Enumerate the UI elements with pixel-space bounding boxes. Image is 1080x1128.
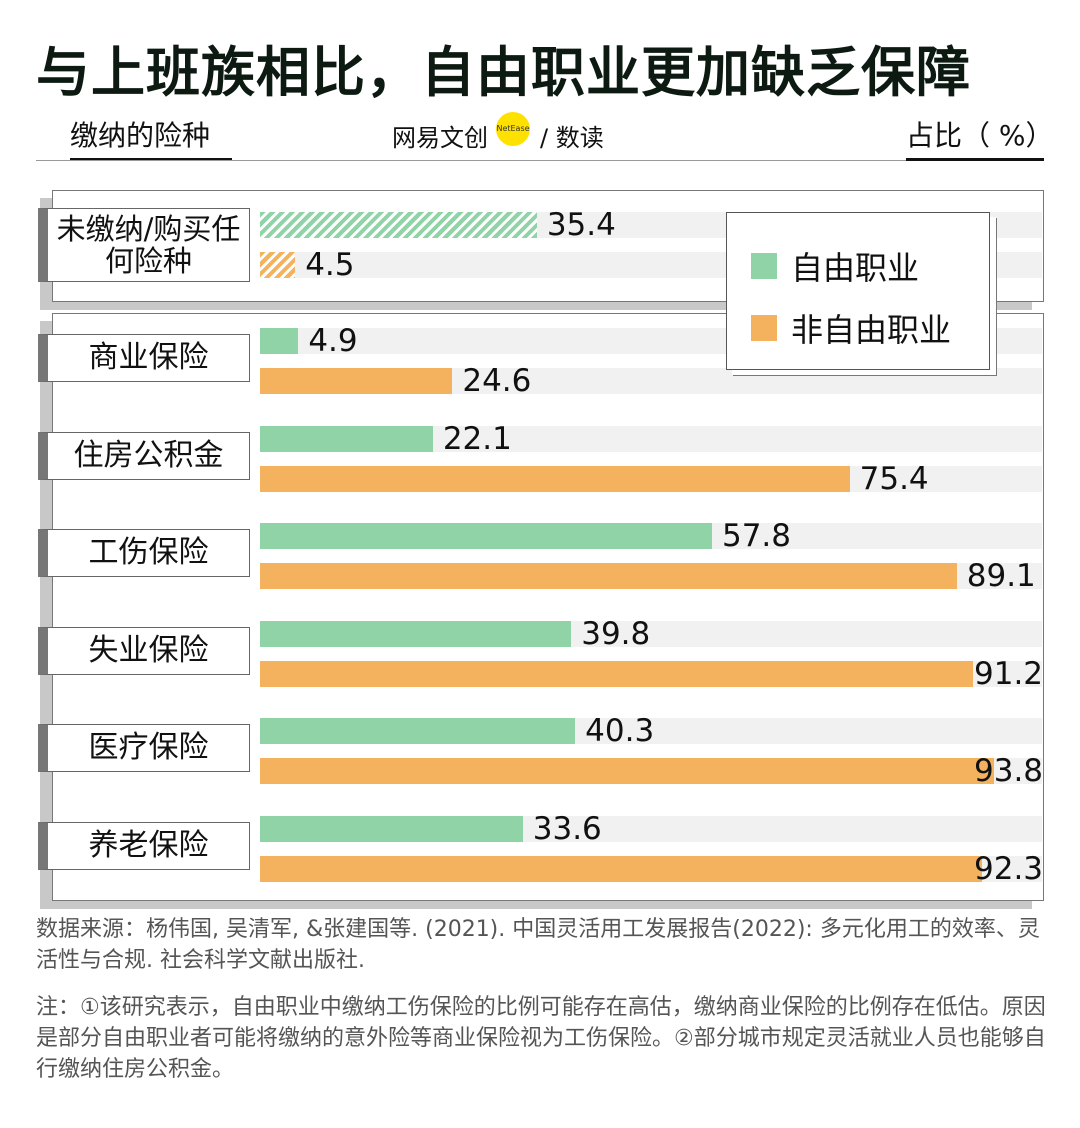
- brand-name: 网易文创: [392, 124, 488, 152]
- legend-item-free: 自由职业: [751, 243, 919, 289]
- value-label-free: 33.6: [532, 811, 602, 847]
- value-label-free: 40.3: [585, 713, 655, 749]
- bar-nonfree: [260, 466, 850, 492]
- header-underline-right: [906, 158, 1044, 161]
- value-label-nonfree: 4.5: [305, 247, 355, 283]
- value-label-free: 4.9: [308, 323, 358, 359]
- bar-free: [260, 426, 433, 452]
- legend-swatch-nonfree: [751, 315, 777, 341]
- value-label-nonfree: 24.6: [462, 363, 532, 399]
- bar-free: [260, 212, 537, 238]
- header-divider: [36, 160, 1044, 161]
- value-label-nonfree: 89.1: [966, 558, 1036, 594]
- category-label: 医疗保险: [38, 724, 250, 772]
- category-label: 住房公积金: [38, 432, 250, 480]
- bar-nonfree: [260, 856, 982, 882]
- legend-label-nonfree: 非自由职业: [791, 311, 952, 349]
- bar-nonfree: [260, 252, 296, 278]
- bar-nonfree: [260, 758, 994, 784]
- footnote: 注：①该研究表示，自由职业中缴纳工伤保险的比例可能存在高估，缴纳商业保险的比例存…: [36, 995, 1046, 1082]
- bar-nonfree: [260, 368, 453, 394]
- bar-free: [260, 523, 712, 549]
- legend-item-nonfree: 非自由职业: [751, 305, 951, 351]
- category-label: 养老保险: [38, 822, 250, 870]
- value-label-nonfree: 75.4: [859, 461, 929, 497]
- bar-free: [260, 718, 576, 744]
- chart-legend: 自由职业 非自由职业: [726, 212, 990, 370]
- bar-free: [260, 621, 572, 647]
- bar-nonfree: [260, 563, 957, 589]
- value-label-nonfree: 92.3: [974, 851, 1044, 887]
- brand-tail: / 数读: [540, 124, 604, 152]
- value-label-free: 57.8: [721, 518, 792, 554]
- value-column-header: 占比（ %）: [906, 119, 1054, 152]
- brand-logo-dot: NetEase: [496, 112, 530, 146]
- value-label-free: 39.8: [581, 616, 651, 652]
- value-label-nonfree: 93.8: [974, 753, 1044, 789]
- header-underline-left: [70, 158, 232, 161]
- category-column-header: 缴纳的险种: [70, 119, 211, 152]
- category-label: 未缴纳/购买任何险种: [38, 208, 250, 282]
- category-label: 失业保险: [38, 627, 250, 675]
- source-note: 数据来源：杨伟国, 吴清军, &张建国等. (2021). 中国灵活用工发展报告…: [36, 917, 1040, 973]
- bar-nonfree: [260, 661, 974, 687]
- legend-label-free: 自由职业: [791, 249, 920, 287]
- category-label: 商业保险: [38, 334, 250, 382]
- bar-free: [260, 816, 523, 842]
- page-title: 与上班族相比，自由职业更加缺乏保障: [36, 41, 971, 104]
- value-label-free: 22.1: [442, 421, 512, 457]
- value-label-nonfree: 91.2: [974, 656, 1044, 692]
- bar-free: [260, 328, 299, 354]
- category-label: 工伤保险: [38, 529, 250, 577]
- chart-panel-insurance: [52, 313, 1044, 901]
- legend-swatch-free: [751, 253, 777, 279]
- value-label-free: 35.4: [546, 207, 616, 243]
